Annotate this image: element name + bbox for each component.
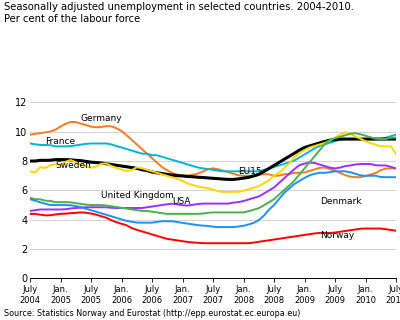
Text: United Kingdom: United Kingdom — [101, 191, 174, 200]
Text: Denmark: Denmark — [320, 197, 361, 206]
Text: Source: Statistics Norway and Eurostat (http://epp.eurostat.ec.europa.eu): Source: Statistics Norway and Eurostat (… — [4, 309, 300, 318]
Text: USA: USA — [172, 197, 191, 206]
Text: EU15: EU15 — [238, 166, 262, 176]
Text: Sweden: Sweden — [56, 161, 91, 170]
Text: Per cent of the labour force: Per cent of the labour force — [4, 14, 140, 24]
Text: Germany: Germany — [81, 114, 122, 123]
Text: France: France — [45, 137, 75, 146]
Text: Seasonally adjusted unemployment in selected countries. 2004-2010.: Seasonally adjusted unemployment in sele… — [4, 2, 354, 12]
Text: Norway: Norway — [320, 231, 354, 240]
